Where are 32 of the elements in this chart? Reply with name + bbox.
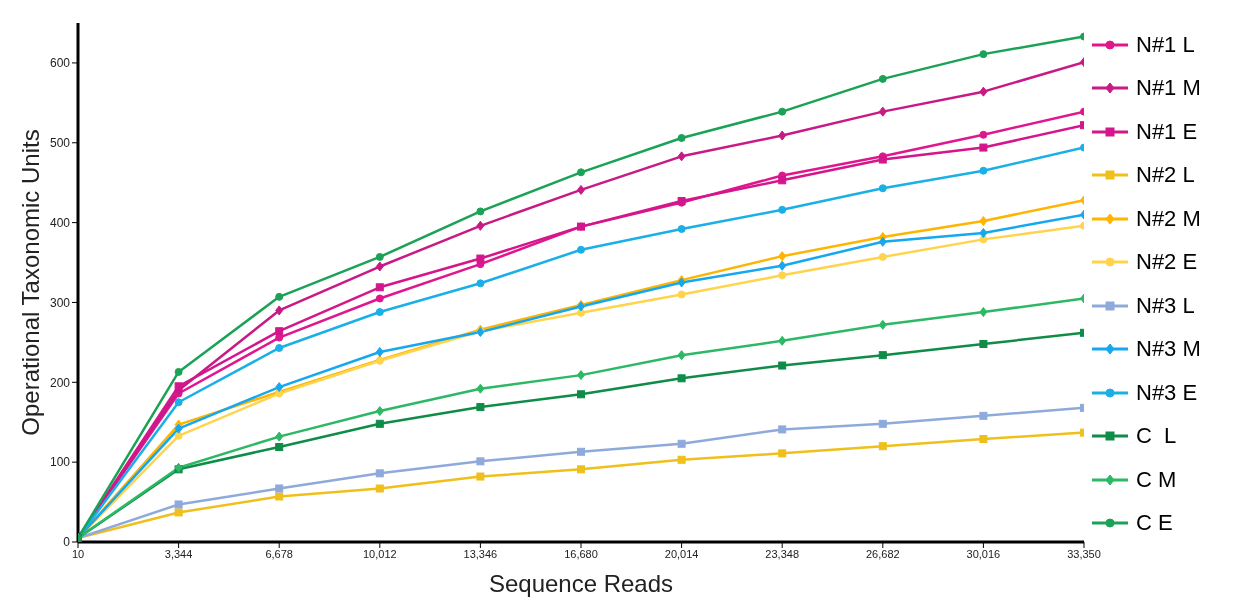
y-tick-label: 600 [49,56,71,71]
y-tick-label: 400 [49,215,71,230]
legend-label: N#3 E [1136,379,1198,406]
x-tick-label: 16,680 [564,547,598,560]
legend-label: C L [1136,423,1177,450]
x-axis-title: Sequence Reads [488,570,674,597]
y-tick-label: 500 [49,136,71,151]
x-tick-label: 20,014 [664,547,699,560]
x-tick-label: 26,682 [865,547,900,560]
legend-label: C M [1136,466,1177,493]
legend-label: N#2 E [1136,249,1198,276]
legend-label: C E [1136,510,1173,537]
legend-label: N#1 E [1136,118,1198,145]
x-tick-label: 23,348 [765,547,800,560]
y-tick-label: 100 [49,455,71,470]
y-tick-label: 300 [49,295,71,310]
legend-label: N#3 L [1136,292,1195,319]
x-tick-label: 13,346 [463,547,498,560]
x-tick-label: 10 [71,547,85,560]
legend-label: N#3 M [1136,336,1201,363]
y-axis-title: Operational Taxonomic Units [16,129,44,436]
x-tick-label: 6,678 [265,547,293,560]
legend-label: N#1 L [1136,31,1195,58]
legend-label: N#1 M [1136,75,1201,102]
x-tick-label: 33,350 [1067,547,1101,560]
x-tick-label: 3,344 [164,547,193,560]
y-tick-label: 0 [63,535,71,550]
x-tick-label: 30,016 [966,547,1001,560]
y-tick-label: 200 [49,375,71,390]
x-tick-label: 10,012 [362,547,397,560]
legend-label: N#2 M [1136,205,1201,232]
legend-label: N#2 L [1136,162,1195,189]
